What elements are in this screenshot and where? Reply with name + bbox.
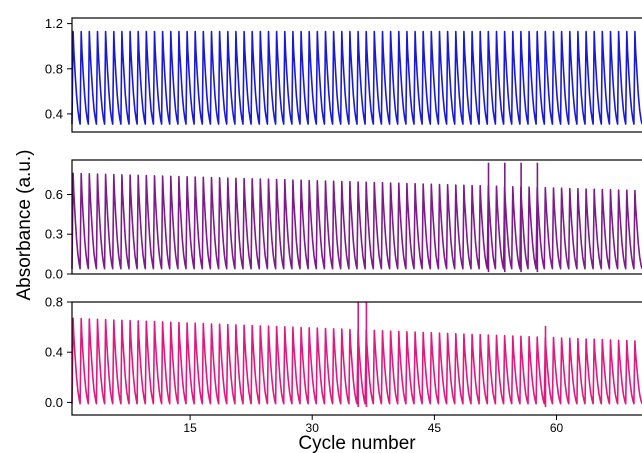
y-axis-title: Absorbance (a.u.) [14, 149, 35, 300]
y-tick-label: 1.2 [45, 16, 63, 31]
middle-panel: 0.0 0.3 0.6 [45, 159, 642, 282]
panel-frame [71, 17, 642, 133]
panel-frame [71, 301, 642, 416]
top-panel: 0.4 0.8 1.2 [45, 16, 642, 133]
series-line [71, 317, 642, 405]
y-tick-label: 0.8 [45, 61, 63, 76]
x-axis-title: Cycle number [298, 433, 416, 453]
y-tick-label: 0.0 [45, 395, 63, 410]
x-tick-label: 15 [183, 421, 197, 435]
panel-frame [71, 159, 642, 275]
y-tick-label: 0.4 [45, 106, 63, 121]
y-tick-label: 0.6 [45, 187, 63, 202]
y-tick-label: 0.8 [45, 295, 63, 310]
series-line [71, 172, 642, 270]
series-line [71, 30, 642, 125]
x-tick-label: 60 [550, 421, 564, 435]
x-tick-label: 30 [306, 421, 320, 435]
bottom-panel: 0.0 0.4 0.8 [45, 295, 642, 416]
y-tick-label: 0.3 [45, 227, 63, 242]
y-tick-label: 0.0 [45, 267, 63, 282]
x-tick-label: 45 [428, 421, 442, 435]
y-tick-label: 0.4 [45, 345, 63, 360]
